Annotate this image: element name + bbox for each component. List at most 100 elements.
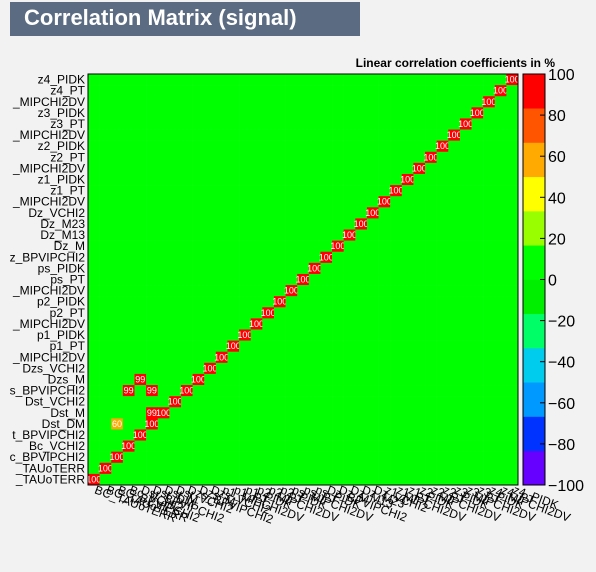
heatmap-cell [180,418,193,430]
heatmap-cell [332,329,344,341]
heatmap-cell [506,118,519,130]
heatmap-cell [448,107,461,119]
heatmap-cell [192,218,205,230]
heatmap-cell [192,273,205,286]
heatmap-cell [459,418,472,430]
cell-value-label: 100 [226,341,241,351]
heatmap-cell [88,285,100,297]
heatmap-cell [146,273,159,286]
heatmap-cell [250,185,263,197]
heatmap-cell [355,473,368,486]
heatmap-cell [448,229,461,241]
heatmap-cell [425,196,437,208]
heatmap-cell [308,296,321,308]
heatmap-cell [448,318,461,330]
heatmap-cell [308,251,321,264]
heatmap-cell [99,229,112,241]
heatmap-cell [215,173,228,186]
heatmap-cell [180,107,193,119]
heatmap-cell [308,273,321,286]
heatmap-cell [169,318,182,330]
heatmap-cell [413,229,426,241]
heatmap-cell [401,118,414,130]
heatmap-cell [459,173,472,186]
heatmap-cell [308,185,321,197]
heatmap-cell [483,451,496,464]
heatmap-cell [343,140,356,153]
cell-value-label: 100 [307,263,322,273]
heatmap-cell [262,307,275,319]
heatmap-cell [320,362,333,375]
heatmap-cell [273,362,286,375]
palette-band [523,279,545,315]
heatmap-cell [448,385,461,397]
heatmap-cell [425,362,437,375]
heatmap-cell [227,440,240,452]
heatmap-cell [88,396,100,408]
heatmap-cell [215,462,228,475]
heatmap-cell [506,329,519,341]
heatmap-cell [390,74,403,86]
heatmap-cell [308,118,321,130]
heatmap-cell [436,385,449,397]
heatmap-cell [483,118,496,130]
heatmap-cell [239,173,251,186]
heatmap-cell [378,373,391,386]
heatmap-cell [157,207,170,219]
heatmap-cell [285,240,298,253]
row-label: z2_PIDK [38,139,85,153]
heatmap-cell [413,85,426,97]
heatmap-cell [273,107,286,119]
heatmap-cell [436,140,449,153]
heatmap-cell [285,229,298,241]
heatmap-cell [180,129,193,141]
heatmap-cell [320,296,333,308]
cell-value-label: 100 [400,175,415,185]
heatmap-cell [401,318,414,330]
heatmap-cell [390,318,403,330]
heatmap-cell [506,229,519,241]
heatmap-cell [366,240,379,253]
heatmap-cell [285,251,298,264]
heatmap-cell [390,140,403,153]
heatmap-cell [483,140,496,153]
heatmap-cell [378,151,391,164]
heatmap-cell [227,329,240,341]
heatmap-cell [494,129,507,141]
heatmap-cell [320,107,333,119]
heatmap-cell [448,440,461,452]
heatmap-cell [192,362,205,375]
heatmap-cell [436,407,449,419]
heatmap-cell [378,207,391,219]
heatmap-cell [436,196,449,208]
heatmap-cell [250,451,263,464]
heatmap-cell [239,162,251,175]
heatmap-cell [180,329,193,341]
heatmap-cell [332,107,344,119]
heatmap-cell [180,451,193,464]
heatmap-cell [262,362,275,375]
heatmap-cell [413,440,426,452]
cell-value-label: 100 [203,363,218,373]
heatmap-cell [320,240,333,253]
heatmap-cell [227,385,240,397]
heatmap-cell [99,440,112,452]
heatmap-cell [436,96,449,108]
heatmap-cell [308,473,321,486]
cell-value-label: 100 [470,108,485,118]
heatmap-cell [355,262,368,275]
heatmap-cell [250,351,263,364]
heatmap-cell [88,129,100,141]
heatmap-cell [215,285,228,297]
heatmap-cell [157,229,170,241]
heatmap-cell [459,96,472,108]
heatmap-cell [297,429,310,441]
heatmap-cell [390,262,403,275]
heatmap-cell [413,74,426,86]
heatmap-cell [227,262,240,275]
heatmap-cell [192,373,205,386]
heatmap-cell [506,251,519,264]
heatmap-cell [471,96,484,108]
cell-value-label: 100 [121,441,136,451]
heatmap-cell [99,207,112,219]
